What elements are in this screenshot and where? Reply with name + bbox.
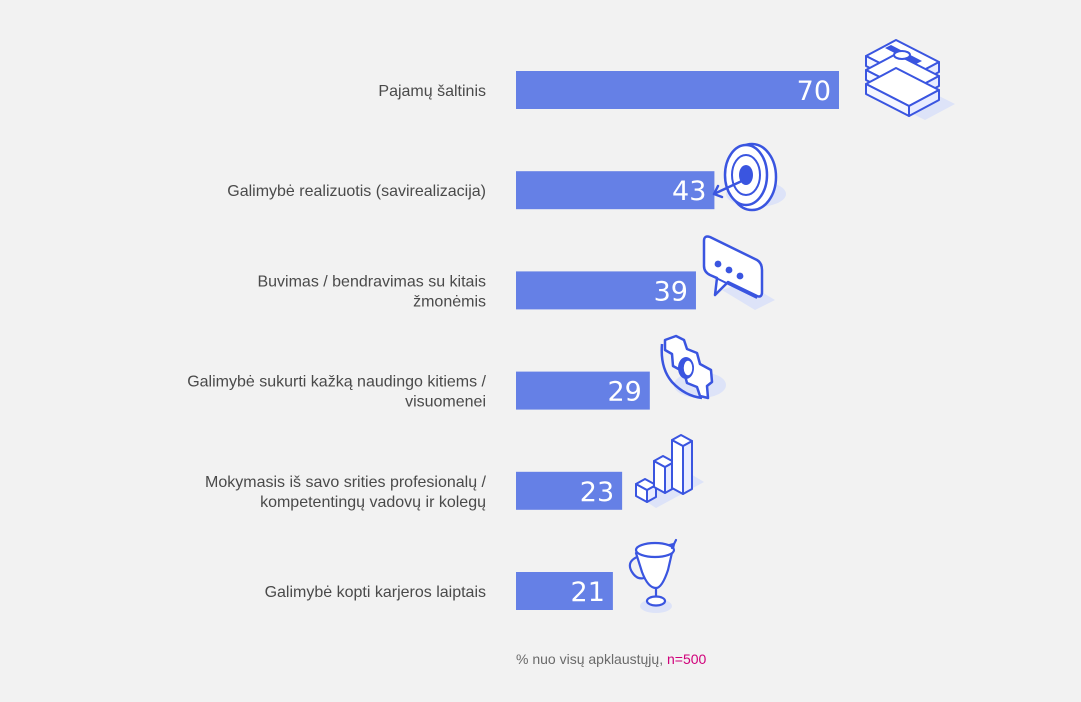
category-label: Buvimas / bendravimas su kitais žmonėmis <box>257 273 486 310</box>
category-label-line: žmonėmis <box>413 293 486 310</box>
category-label-line: kompetentingų vadovų ir kolegų <box>260 494 486 511</box>
bar-value-label: 70 <box>797 76 831 107</box>
category-label-line: Galimybė kopti karjeros laiptais <box>265 584 486 601</box>
bar-group: 29 Galimybė sukurti kažką naudingo kitiem… <box>187 371 650 411</box>
bar-value-label: 29 <box>607 377 641 408</box>
gear-icon <box>660 334 726 400</box>
category-label: Galimybė kopti karjeros laiptais <box>265 584 486 601</box>
bar-value-label: 43 <box>672 176 706 207</box>
category-label: Mokymasis iš savo srities profesionalų /… <box>205 474 487 511</box>
bar <box>516 171 715 210</box>
bar <box>516 572 613 610</box>
category-label: Galimybė realizuotis (savirealizacija) <box>227 183 486 200</box>
footnote-text: % nuo visų apklaustųjų, <box>516 651 667 667</box>
bar <box>516 71 839 109</box>
bar-value-label: 21 <box>571 577 605 608</box>
bar-chart-icon <box>635 434 704 508</box>
category-label-line: Galimybė realizuotis (savirealizacija) <box>227 183 486 200</box>
bar-group: 70 Pajamų šaltinis <box>378 71 839 109</box>
speech-bubble-icon <box>702 235 775 310</box>
category-label-line: Mokymasis iš savo srities profesionalų / <box>205 474 487 491</box>
category-label-line: Pajamų šaltinis <box>378 83 486 100</box>
footnote: % nuo visų apklaustųjų, n=500 <box>516 651 706 667</box>
bar-value-label: 39 <box>654 276 688 307</box>
category-label-line: visuomenei <box>405 394 486 411</box>
bar-value-label: 23 <box>580 477 614 508</box>
bar <box>516 371 650 410</box>
category-label-line: Buvimas / bendravimas su kitais <box>257 273 486 290</box>
category-label-line: Galimybė sukurti kažką naudingo kitiems … <box>187 374 486 391</box>
bars-group: 70 Pajamų šaltinis 43 Galimybė realizuotis … <box>187 71 839 610</box>
target-icon <box>712 142 786 212</box>
bar-group: 39 Buvimas / bendravimas su kitais žmonėmi… <box>257 271 696 310</box>
bar <box>516 471 623 510</box>
category-label: Galimybė sukurti kažką naudingo kitiems … <box>187 374 486 411</box>
bar-group: 43 Galimybė realizuotis (savirealizacija) <box>227 171 715 210</box>
bar-group: 23 Mokymasis iš savo srities profesionalų… <box>205 471 623 511</box>
category-label: Pajamų šaltinis <box>378 83 486 100</box>
bar-group: 21 Galimybė kopti karjeros laiptais <box>265 572 613 610</box>
bar <box>516 271 696 310</box>
trophy-icon <box>628 538 678 613</box>
money-stack-icon <box>865 39 955 120</box>
icons-group <box>628 39 955 613</box>
sample-size: n=500 <box>666 651 707 667</box>
